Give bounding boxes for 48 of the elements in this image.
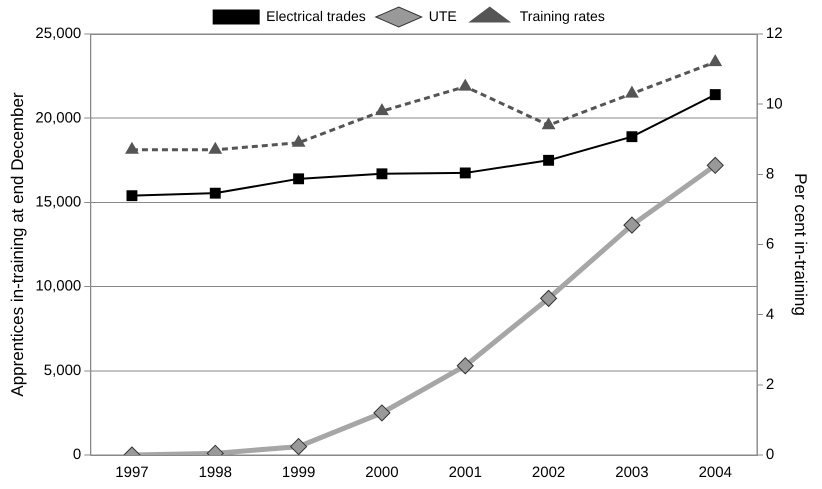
x-tick-label: 1999 — [282, 464, 316, 482]
point — [373, 404, 390, 422]
y-tick-label: 15,000 — [35, 194, 82, 211]
point — [626, 131, 638, 142]
point — [460, 167, 471, 178]
y-tick-label: 0 — [72, 446, 82, 464]
point — [625, 86, 638, 98]
y-tick-label: 25,000 — [35, 25, 82, 42]
point — [125, 142, 139, 154]
x-tick-label: 1998 — [198, 464, 232, 482]
y2-tick-label: 2 — [766, 376, 774, 393]
y2-tick-label: 12 — [766, 25, 783, 42]
point — [623, 216, 640, 234]
legend-label: Training rates — [520, 8, 605, 24]
x-tick-label: 2000 — [365, 464, 399, 482]
point — [293, 173, 304, 184]
y2-tick-label: 4 — [766, 306, 774, 323]
x-tick-label: 1997 — [115, 464, 149, 482]
x-tick-label: 2002 — [532, 464, 566, 482]
point — [708, 54, 722, 66]
y2-tick-label: 0 — [766, 446, 774, 464]
point — [126, 190, 138, 202]
x-tick-label: 2004 — [698, 464, 732, 482]
point — [292, 135, 306, 147]
y2-tick-label: 6 — [766, 236, 774, 253]
point — [458, 79, 472, 91]
point — [706, 156, 724, 174]
point — [375, 104, 388, 116]
point — [710, 89, 721, 100]
point — [208, 142, 222, 154]
x-tick-label: 2001 — [448, 464, 482, 482]
point — [540, 290, 558, 307]
point — [290, 438, 308, 455]
y-tick-label: 20,000 — [35, 109, 82, 126]
y-axis-title: Apprentices in-training at end December — [8, 92, 27, 397]
y2-tick-label: 10 — [766, 95, 783, 112]
point — [456, 357, 474, 374]
point — [376, 168, 388, 180]
y2-axis-title: Per cent in-training — [791, 173, 810, 316]
point — [543, 154, 554, 166]
legend-label: Electrical trades — [266, 8, 366, 24]
x-tick-label: 2003 — [615, 464, 649, 482]
legend-label: UTE — [428, 8, 457, 24]
y2-tick-label: 8 — [766, 165, 774, 182]
point — [542, 118, 556, 130]
y-tick-label: 5,000 — [44, 362, 82, 379]
y-tick-label: 10,000 — [35, 278, 82, 295]
point — [210, 188, 221, 199]
